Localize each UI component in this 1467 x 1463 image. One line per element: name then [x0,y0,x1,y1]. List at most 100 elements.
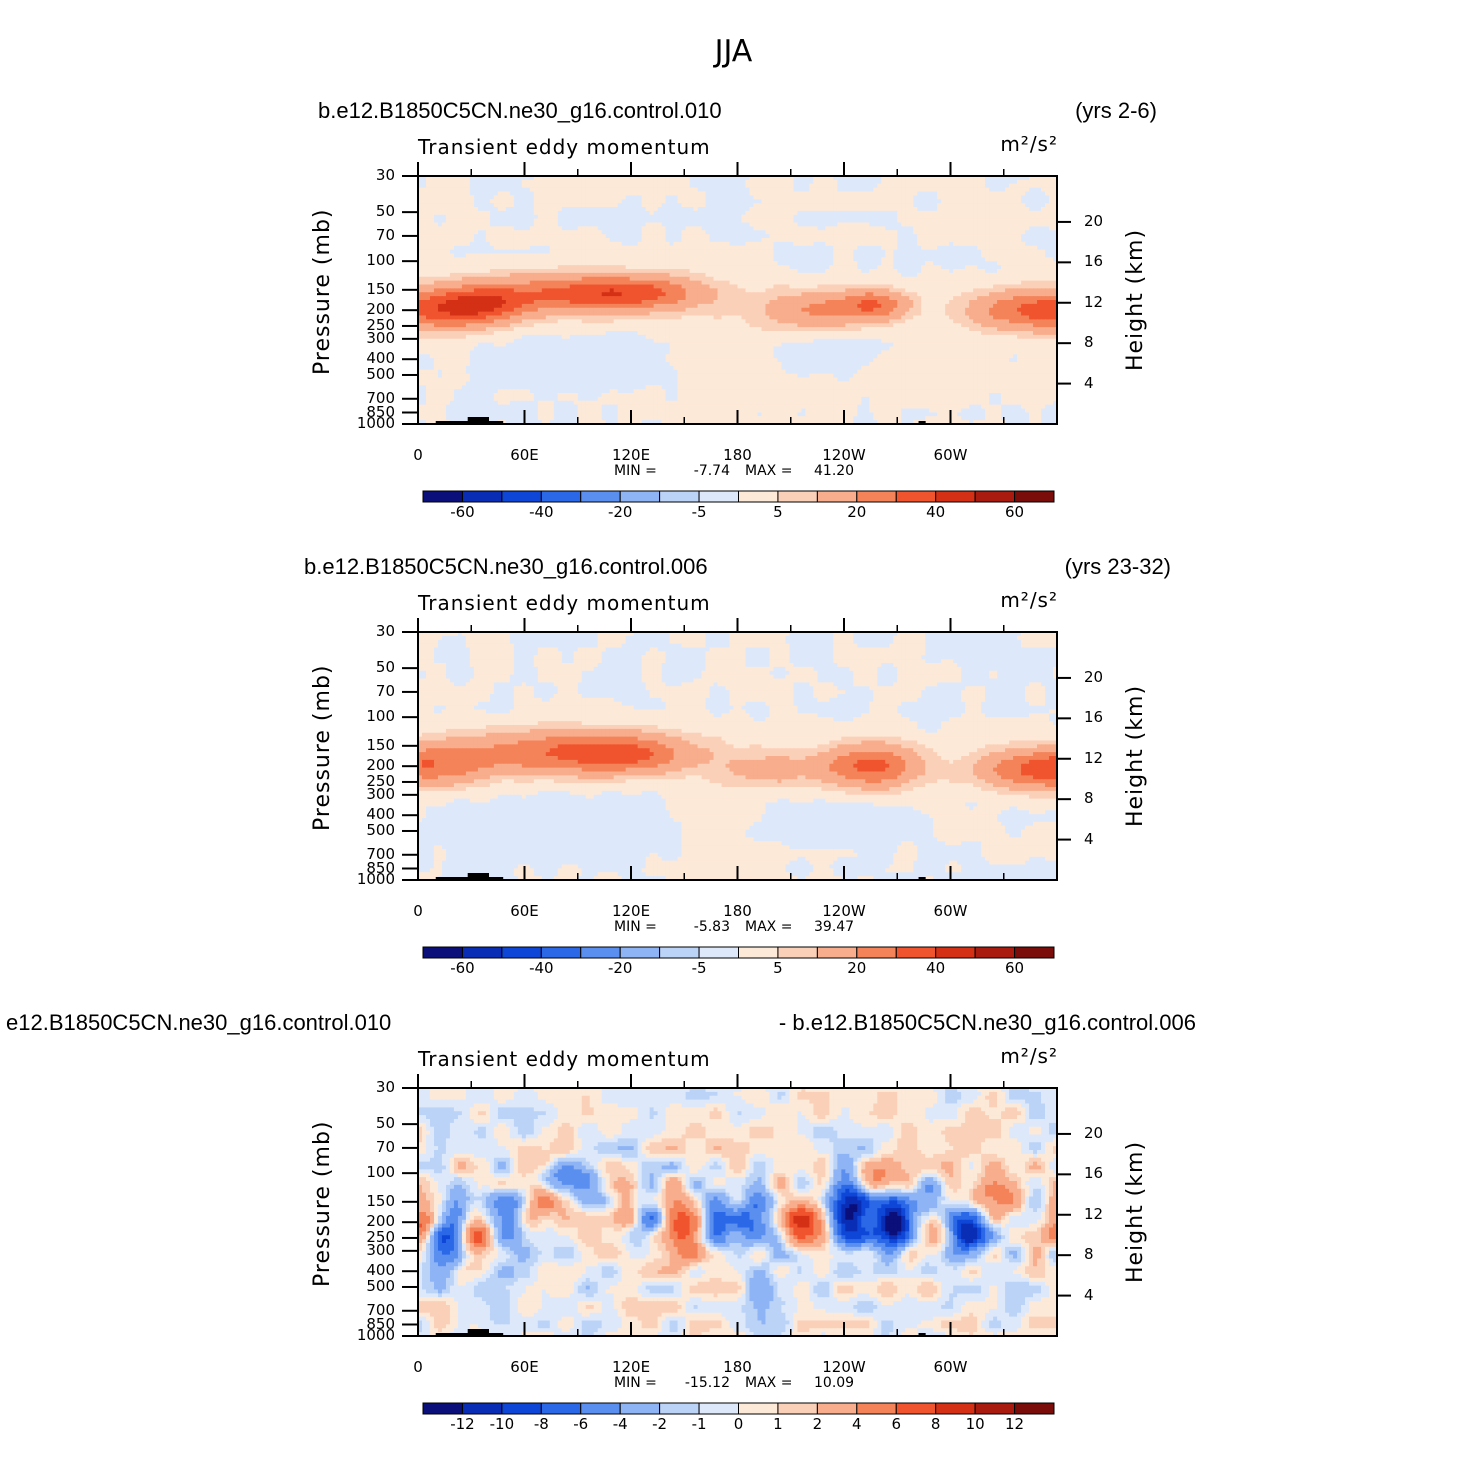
heatmap-cell [458,180,463,184]
heatmap-cell [466,199,471,203]
heatmap-cell [813,195,818,199]
heatmap-cell [969,180,974,184]
heatmap-cell [462,211,467,215]
heatmap-cell [686,211,691,215]
heatmap-cell [570,192,575,196]
heatmap-cell [730,195,735,199]
heatmap-cell [829,188,834,192]
heatmap-cell [765,207,770,211]
heatmap-cell [981,180,986,184]
heatmap-cell [821,195,826,199]
heatmap-cell [949,184,954,188]
heatmap-cell [582,188,587,192]
heatmap-cell [941,184,946,188]
heatmap-cell [905,188,910,192]
heatmap-cell [646,184,651,188]
heatmap-cell [446,199,451,203]
heatmap-cell [422,184,427,188]
heatmap-cell [430,184,435,188]
heatmap-cell [789,195,794,199]
heatmap-cell [753,184,758,188]
heatmap-cell [837,184,842,188]
heatmap-cell [885,188,890,192]
heatmap-cell [686,192,691,196]
heatmap-cell [1009,188,1014,192]
heatmap-cell [550,199,555,203]
heatmap-cell [1009,203,1014,207]
heatmap-cell [458,184,463,188]
heatmap-cell [793,211,798,215]
heatmap-cell [929,199,934,203]
heatmap-cell [957,184,962,188]
heatmap-cell [674,180,679,184]
heatmap-cell [841,192,846,196]
heatmap-cell [674,199,679,203]
heatmap-cell [734,180,739,184]
heatmap-cell [494,199,499,203]
heatmap-cell [793,192,798,196]
heatmap-cell [558,184,563,188]
heatmap-cell [829,195,834,199]
heatmap-cell [857,207,862,211]
heatmap-cell [590,203,595,207]
heatmap-cell [785,195,790,199]
heatmap-cell [518,184,523,188]
heatmap-cell [797,203,802,207]
heatmap-cell [817,184,822,188]
heatmap-cell [809,203,814,207]
heatmap-cell [682,192,687,196]
heatmap-cell [482,192,487,196]
heatmap-cell [869,199,874,203]
heatmap-cell [542,195,547,199]
heatmap-cell [1021,184,1026,188]
heatmap-cell [1029,203,1034,207]
heatmap-cell [897,180,902,184]
heatmap-cell [702,188,707,192]
heatmap-cell [997,188,1002,192]
heatmap-cell [470,180,475,184]
heatmap-cell [502,203,507,207]
heatmap-cell [646,203,651,207]
heatmap-cell [470,195,475,199]
heatmap-cell [618,195,623,199]
heatmap-cell [558,203,563,207]
heatmap-cell [546,199,551,203]
heatmap-cell [438,180,443,184]
heatmap-cell [450,195,455,199]
heatmap-cell [1037,192,1042,196]
heatmap-cell [706,199,711,203]
heatmap-cell [897,188,902,192]
heatmap-cell [761,199,766,203]
heatmap-cell [650,203,655,207]
heatmap-cell [881,188,886,192]
heatmap-cell [933,188,938,192]
heatmap-cell [913,199,918,203]
heatmap-cell [1029,188,1034,192]
heatmap-cell [722,199,727,203]
heatmap-cell [765,180,770,184]
heatmap-cell [769,192,774,196]
heatmap-cell [1001,203,1006,207]
heatmap-cell [793,199,798,203]
heatmap-cell [869,184,874,188]
heatmap-cell [586,211,591,215]
heatmap-cell [658,192,663,196]
heatmap-cell [638,188,643,192]
heatmap-cell [586,184,591,188]
heatmap-cell [678,211,683,215]
heatmap-cell [738,195,743,199]
heatmap-cell [606,180,611,184]
heatmap-cell [977,199,982,203]
heatmap-cell [658,211,663,215]
heatmap-cell [801,180,806,184]
heatmap-cell [1013,199,1018,203]
heatmap-cell [578,207,583,211]
heatmap-cell [1021,203,1026,207]
heatmap-cell [1017,199,1022,203]
heatmap-cell [997,192,1002,196]
heatmap-cell [909,192,914,196]
heatmap-cell [630,192,635,196]
heatmap-cell [654,180,659,184]
heatmap-cell [682,188,687,192]
heatmap-cell [921,203,926,207]
